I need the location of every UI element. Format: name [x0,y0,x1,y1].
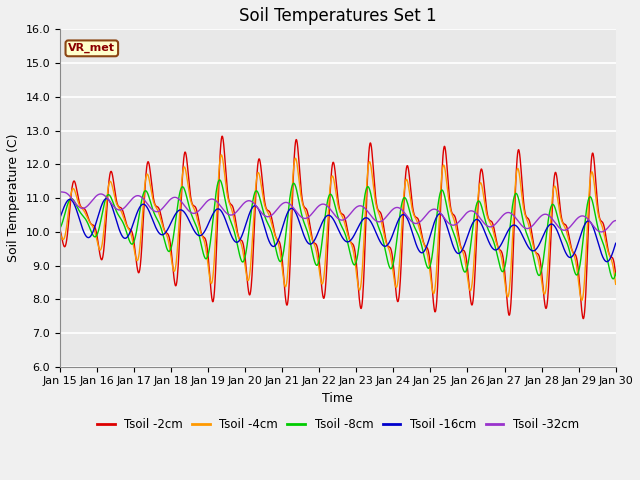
Y-axis label: Soil Temperature (C): Soil Temperature (C) [7,134,20,262]
Text: VR_met: VR_met [68,43,115,53]
X-axis label: Time: Time [323,392,353,405]
Title: Soil Temperatures Set 1: Soil Temperatures Set 1 [239,7,436,25]
Legend: Tsoil -2cm, Tsoil -4cm, Tsoil -8cm, Tsoil -16cm, Tsoil -32cm: Tsoil -2cm, Tsoil -4cm, Tsoil -8cm, Tsoi… [92,413,584,436]
